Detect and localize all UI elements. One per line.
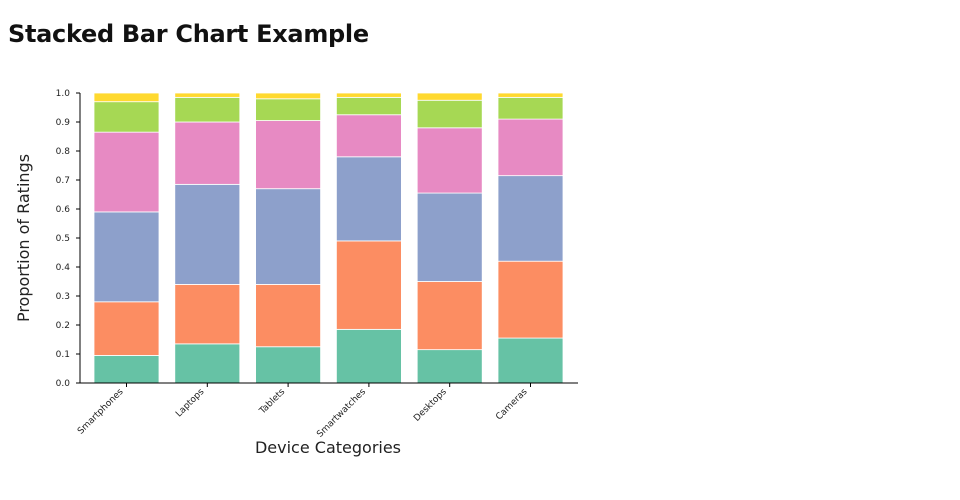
y-axis-title: Proportion of Ratings	[14, 154, 33, 322]
bar-segment-smartphones-6	[93, 92, 160, 103]
x-axis-title: Device Categories	[255, 438, 401, 457]
x-tick-label: Desktops	[412, 387, 449, 424]
bar-segment-tablets-2	[255, 283, 322, 348]
x-tick-label: Tablets	[257, 387, 287, 417]
x-tick-label: Smartphones	[76, 387, 126, 437]
x-tick-label: Laptops	[174, 387, 207, 420]
bar-segment-tablets-6	[255, 92, 322, 100]
y-tick-label: 0.2	[56, 321, 70, 331]
bar-segment-cameras-3	[497, 175, 564, 262]
bar-segment-smartphones-1	[93, 355, 160, 384]
y-tick-label: 0.9	[56, 118, 71, 128]
y-tick-label: 0.7	[56, 176, 70, 186]
bar-segment-cameras-4	[497, 118, 564, 177]
y-tick-label: 0.8	[56, 147, 71, 157]
bar-segment-smartwatches-3	[335, 156, 402, 242]
bar-segment-cameras-6	[497, 92, 564, 98]
bar-segment-smartphones-3	[93, 211, 160, 303]
bar-segment-smartwatches-2	[335, 240, 402, 330]
bars-layer	[93, 92, 564, 384]
bar-segment-smartwatches-1	[335, 328, 402, 384]
y-tick-label: 0.1	[56, 350, 70, 360]
bar-segment-desktops-3	[416, 192, 483, 282]
x-tick-label: Cameras	[494, 387, 530, 423]
bar-segment-smartphones-5	[93, 101, 160, 133]
y-tick-label: 0.3	[56, 292, 70, 302]
y-tick-label: 0.4	[56, 263, 71, 273]
bar-segment-laptops-4	[174, 121, 241, 185]
bar-segment-desktops-6	[416, 92, 483, 101]
bar-segment-cameras-1	[497, 337, 564, 384]
bar-segment-laptops-6	[174, 92, 241, 98]
y-tick-label: 0.6	[56, 205, 71, 215]
bar-segment-tablets-1	[255, 346, 322, 384]
bar-segment-desktops-2	[416, 281, 483, 351]
bar-segment-laptops-3	[174, 183, 241, 285]
bar-segment-laptops-1	[174, 343, 241, 384]
bar-segment-cameras-5	[497, 96, 564, 120]
y-tick-label: 1.0	[56, 89, 71, 99]
y-tick-label: 0.5	[56, 234, 70, 244]
bar-segment-smartphones-2	[93, 301, 160, 356]
y-tick-label: 0.0	[56, 379, 71, 389]
bar-segment-smartwatches-4	[335, 114, 402, 158]
x-tick-label: Smartwatches	[315, 387, 368, 440]
bar-segment-smartwatches-6	[335, 92, 402, 98]
bar-segment-laptops-2	[174, 283, 241, 345]
bar-segment-cameras-2	[497, 260, 564, 339]
bar-segment-desktops-1	[416, 349, 483, 384]
bar-segment-laptops-5	[174, 96, 241, 123]
bar-segment-smartphones-4	[93, 131, 160, 213]
bar-segment-desktops-5	[416, 99, 483, 129]
bar-segment-smartwatches-5	[335, 96, 402, 116]
bar-segment-tablets-5	[255, 98, 322, 121]
bar-segment-tablets-4	[255, 120, 322, 190]
chart-title: Stacked Bar Chart Example	[8, 20, 369, 48]
bar-segment-desktops-4	[416, 127, 483, 194]
bar-segment-tablets-3	[255, 188, 322, 285]
